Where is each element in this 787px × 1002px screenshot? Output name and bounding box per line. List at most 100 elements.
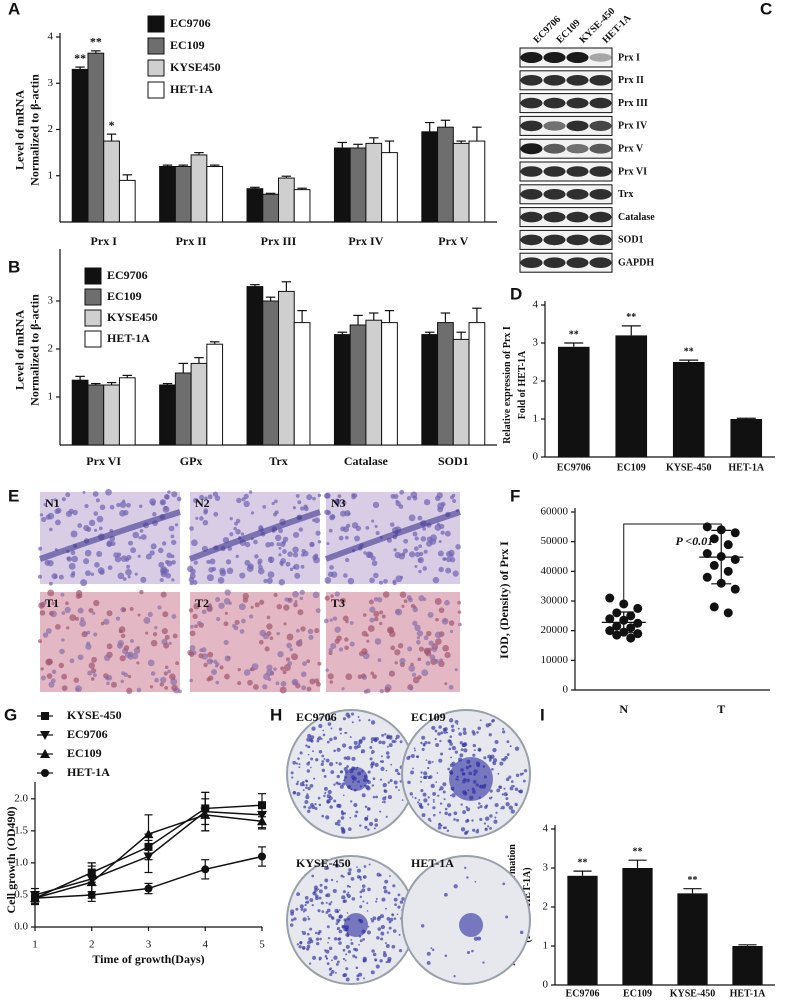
colony [386,755,390,759]
colony [324,792,326,795]
colony [345,732,348,734]
colony [498,785,503,789]
colony [451,793,456,798]
colony [305,784,308,787]
nucleus [329,565,334,570]
colony [321,910,325,913]
nucleus [93,511,99,516]
colony [477,726,481,731]
y-tick-label: 40000 [541,565,569,577]
nucleus [324,576,332,584]
nucleus [379,621,383,626]
colony [430,783,435,789]
legend-label: KYSE450 [170,60,221,74]
nucleus [223,621,229,627]
nucleus [38,546,43,551]
colony [435,743,440,748]
colony [353,740,358,745]
y-tick-label: 4 [48,31,54,43]
nucleus [171,491,178,498]
colony [330,916,334,919]
colony [387,891,391,895]
nucleus [61,497,66,502]
blot-frame [519,70,613,91]
nucleus [412,495,418,501]
colony [299,904,304,909]
colony [438,725,442,729]
colony [312,750,315,753]
colony [356,977,360,981]
annotation: ** [626,312,636,323]
colony [439,739,442,743]
colony-cluster [449,757,493,801]
colony [338,929,343,934]
colony [388,920,392,924]
point [626,623,636,633]
legend-swatch [84,330,102,348]
colony [494,739,499,744]
colony [347,827,352,831]
nucleus [414,564,418,568]
nucleus [252,684,259,690]
colony [472,828,476,832]
nucleus [164,634,170,640]
nucleus [262,504,267,509]
nucleus [448,684,454,690]
nucleus [418,551,424,557]
nucleus [324,595,330,601]
nucleus [377,658,382,662]
colony [336,910,340,914]
nucleus [394,661,398,665]
colony [293,917,297,921]
nucleus [418,544,423,549]
nucleus [266,615,271,620]
colony [330,901,333,904]
colony [327,789,332,795]
marker [40,749,50,758]
blot-band [566,97,589,109]
colony [302,780,305,784]
bar [159,166,176,223]
colony [372,777,376,781]
colony [329,737,333,742]
bar [262,300,280,446]
nucleus [206,604,213,612]
colony [342,794,345,797]
nucleus [300,626,306,632]
colony [351,756,356,761]
colony [379,873,382,877]
nucleus [215,662,220,667]
nucleus [300,564,305,569]
nucleus [371,519,375,523]
colony [427,760,432,765]
bar [246,188,264,223]
nucleus [48,611,54,616]
nucleus [435,617,439,622]
colony [401,799,404,801]
bar [293,322,311,446]
colony [401,897,405,901]
nucleus [238,603,246,611]
colony [423,775,428,780]
nucleus [69,658,75,664]
colony [359,895,363,899]
blot-row-label: Prx IV [618,121,648,132]
nucleus [414,551,421,558]
colony [472,743,476,748]
legend-label: EC9706 [67,727,108,741]
nucleus [65,492,71,498]
colony [427,741,431,745]
colony [416,755,420,759]
colony [342,957,346,961]
marker [40,731,50,740]
colony [425,759,428,761]
colony-plate [286,855,416,985]
colony [454,719,459,724]
colony [346,934,350,937]
nucleus [140,576,147,583]
nucleus [250,511,255,515]
nucleus [417,515,423,521]
colony [390,763,393,766]
nucleus [271,501,275,506]
blot-row-label: Prx VI [618,166,647,177]
